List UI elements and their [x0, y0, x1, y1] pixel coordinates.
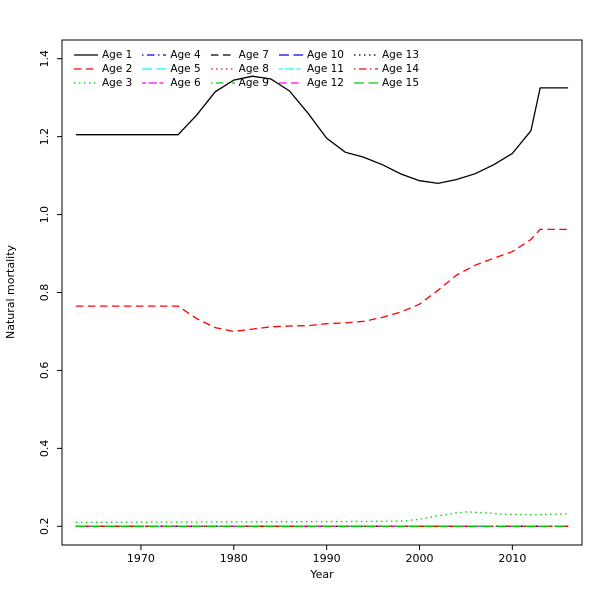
- series-line-age-1: [75, 75, 569, 185]
- legend-entry-age-8: Age 8: [210, 63, 269, 75]
- legend-label: Age 11: [306, 63, 344, 75]
- x-axis-label: Year: [309, 568, 334, 581]
- y-axis-tick-label: 0.8: [38, 284, 51, 302]
- legend-label: Age 12: [306, 77, 344, 89]
- series-line-age-3: [75, 511, 569, 524]
- legend-entry-age-6: Age 6: [142, 77, 201, 89]
- series-line-age-2: [75, 228, 569, 333]
- legend-line-sample-icon: [354, 68, 378, 70]
- chart-legend: Age 1 Age 2 Age 3 Age 4 Age 5 Age 6 Age 7 Age 8…: [74, 48, 419, 90]
- y-axis-tick-label: 0.4: [38, 440, 51, 458]
- legend-entry-age-7: Age 7: [210, 49, 269, 61]
- legend-line-sample-icon: [74, 68, 98, 70]
- plot-box: [61, 39, 583, 546]
- legend-label: Age 9: [238, 77, 269, 89]
- legend-line-sample-icon: [142, 68, 167, 70]
- legend-line-sample-icon: [142, 82, 167, 84]
- legend-label: Age 8: [238, 63, 269, 75]
- x-axis-tick-label: 1990: [313, 552, 341, 565]
- legend-line-sample-icon: [354, 54, 378, 56]
- legend-entry-age-1: Age 1: [74, 49, 132, 61]
- x-axis-tick-label: 2000: [406, 552, 434, 565]
- y-axis-tick-label: 1.0: [38, 206, 51, 224]
- x-axis-tick-label: 2010: [498, 552, 526, 565]
- legend-label: Age 4: [170, 49, 201, 61]
- legend-label: Age 1: [102, 49, 133, 61]
- y-axis-tick-label: 1.2: [38, 128, 51, 146]
- legend-label: Age 10: [306, 49, 344, 61]
- legend-entry-age-14: Age 14: [354, 63, 419, 75]
- x-axis-tick-label: 1980: [220, 552, 248, 565]
- legend-entry-age-9: Age 9: [210, 77, 269, 89]
- legend-entry-age-11: Age 11: [278, 63, 344, 75]
- legend-entry-age-3: Age 3: [74, 77, 132, 89]
- legend-line-sample-icon: [278, 54, 303, 56]
- legend-entry-age-10: Age 10: [278, 49, 344, 61]
- legend-line-sample-icon: [354, 82, 378, 84]
- legend-label: Age 14: [382, 63, 420, 75]
- legend-label: Age 7: [238, 49, 269, 61]
- legend-line-sample-icon: [210, 68, 235, 70]
- y-axis-tick-label: 1.4: [38, 50, 51, 68]
- legend-label: Age 6: [170, 77, 201, 89]
- legend-entry-age-4: Age 4: [142, 49, 201, 61]
- y-axis-tick-label: 0.2: [38, 518, 51, 536]
- legend-entry-age-13: Age 13: [354, 49, 419, 61]
- y-axis-label: Natural mortality: [4, 244, 17, 339]
- legend-label: Age 3: [102, 77, 133, 89]
- legend-line-sample-icon: [210, 82, 235, 84]
- legend-line-sample-icon: [278, 68, 303, 70]
- legend-line-sample-icon: [142, 54, 167, 56]
- legend-entry-age-12: Age 12: [278, 77, 344, 89]
- legend-label: Age 15: [382, 77, 420, 89]
- legend-label: Age 13: [382, 49, 420, 61]
- legend-entry-age-5: Age 5: [142, 63, 201, 75]
- legend-entry-age-2: Age 2: [74, 63, 132, 75]
- y-axis-tick-label: 0.6: [38, 362, 51, 380]
- legend-label: Age 2: [102, 63, 133, 75]
- x-axis-tick-label: 1970: [127, 552, 155, 565]
- legend-line-sample-icon: [74, 54, 98, 56]
- legend-line-sample-icon: [278, 82, 303, 84]
- legend-entry-age-15: Age 15: [354, 77, 419, 89]
- legend-label: Age 5: [170, 63, 201, 75]
- legend-line-sample-icon: [210, 54, 235, 56]
- legend-line-sample-icon: [74, 82, 98, 84]
